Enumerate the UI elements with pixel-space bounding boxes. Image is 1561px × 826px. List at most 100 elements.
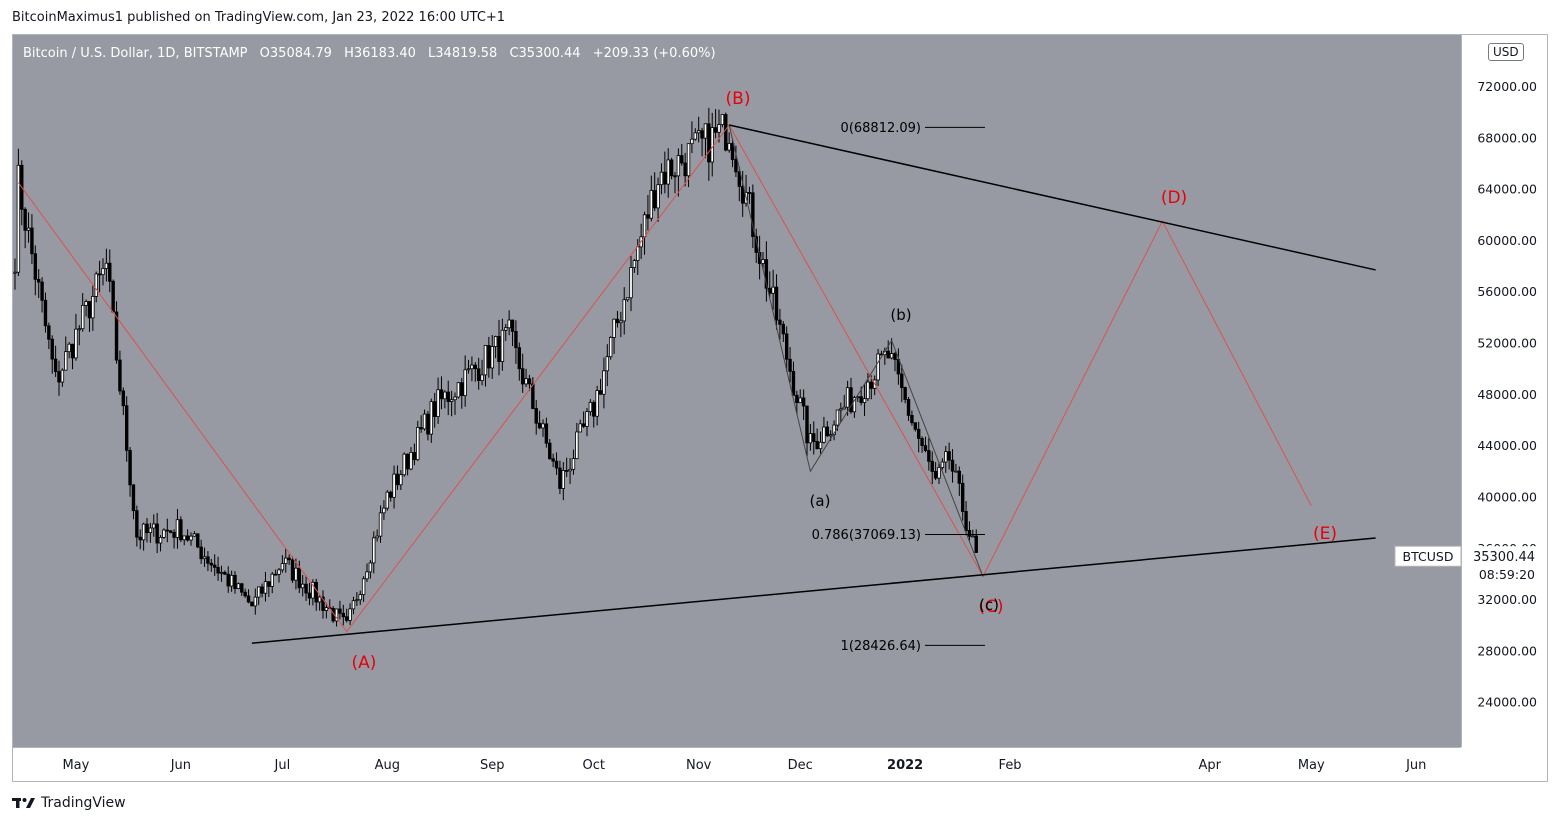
- currency-button[interactable]: USD: [1488, 43, 1524, 61]
- symbol-tag: BTCUSD: [1403, 549, 1454, 564]
- candle-body: [128, 449, 132, 486]
- candle-body: [761, 259, 765, 264]
- candle-body: [615, 318, 620, 324]
- candle-body: [429, 401, 434, 435]
- time-tick-label: 2022: [887, 758, 923, 773]
- candle-body: [581, 423, 586, 427]
- candle-body: [541, 423, 545, 429]
- candle-body: [551, 458, 555, 462]
- last-price-box: [1462, 546, 1547, 585]
- candle-body: [70, 343, 75, 359]
- candle-body: [747, 192, 752, 194]
- lower-trendline: [251, 537, 1376, 644]
- candle-body: [652, 190, 657, 209]
- candle-body: [960, 482, 965, 512]
- candle-body: [673, 175, 677, 178]
- candle-body: [141, 523, 146, 541]
- candle-body: [510, 319, 515, 332]
- labels-layer: 0(68812.09) 0.786(37069.13) 1(28426.64) (A)…: [352, 89, 1337, 673]
- candle-body: [757, 252, 762, 264]
- candle-body: [402, 453, 406, 476]
- candle-body: [487, 345, 491, 369]
- candle-body: [297, 567, 302, 589]
- candle-body: [168, 530, 173, 533]
- candle-body: [189, 535, 193, 541]
- candle-body: [632, 260, 637, 268]
- candle-body: [135, 510, 139, 538]
- candle-body: [608, 337, 613, 358]
- time-axis[interactable]: [13, 747, 1461, 781]
- price-tick-label: 24000.00: [1477, 695, 1537, 710]
- candle-body: [179, 519, 183, 541]
- candle-body: [121, 390, 126, 407]
- candle-body: [84, 301, 88, 306]
- time-tick-label: Jul: [274, 758, 291, 773]
- tradingview-brand[interactable]: TradingView: [12, 795, 126, 811]
- candle-body: [267, 581, 271, 587]
- candle-body: [839, 408, 843, 411]
- price-axis[interactable]: [1461, 35, 1547, 747]
- candle-body: [575, 431, 579, 459]
- time-tick-label: Feb: [999, 758, 1022, 773]
- candle-body: [923, 445, 928, 451]
- time-tick-label: Nov: [686, 758, 712, 773]
- candle-body: [849, 387, 853, 413]
- candle-body: [869, 381, 874, 389]
- candle-body: [602, 370, 606, 395]
- candle-body: [91, 295, 95, 319]
- symbol-legend: Bitcoin / U.S. Dollar, 1D, BITSTAMP O350…: [23, 46, 716, 61]
- candle-body: [845, 387, 850, 408]
- candle-body: [659, 171, 664, 186]
- candle-body: [432, 401, 437, 417]
- candle-body: [246, 595, 251, 603]
- candle-body: [971, 535, 975, 538]
- candle-body: [375, 535, 379, 539]
- candle-body: [493, 336, 498, 347]
- candle-body: [788, 358, 792, 372]
- candle-body: [253, 596, 258, 607]
- candle-body: [561, 470, 566, 489]
- candle-body: [77, 328, 82, 331]
- legend-open-value: 35084.79: [269, 46, 332, 61]
- candle-body: [307, 592, 312, 599]
- candle-body: [954, 470, 958, 473]
- candle-body: [182, 535, 186, 541]
- candle-body: [399, 474, 403, 486]
- candle-body: [334, 608, 339, 622]
- candle-body: [964, 511, 968, 531]
- candle-body: [223, 571, 227, 575]
- candle-body: [598, 390, 603, 395]
- red-wave-path: [17, 124, 1312, 633]
- price-tick-label: 32000.00: [1477, 592, 1537, 607]
- plot-area[interactable]: [13, 35, 1461, 747]
- candle-body: [524, 378, 528, 385]
- candle-body: [43, 299, 48, 327]
- candle-body: [456, 382, 461, 398]
- candle-body: [158, 537, 163, 544]
- candle-body: [348, 608, 352, 621]
- candle-body: [784, 333, 789, 360]
- candle-body: [795, 394, 799, 404]
- candle-body: [395, 473, 400, 486]
- candle-body: [886, 350, 890, 359]
- candle-body: [67, 343, 71, 353]
- candle-body: [480, 374, 484, 381]
- candle-body: [196, 533, 200, 548]
- candle-body: [683, 162, 687, 177]
- candle-body: [778, 319, 782, 325]
- candle-body: [568, 468, 572, 472]
- candle-body: [889, 353, 894, 359]
- candle-body: [913, 422, 918, 430]
- candle-body: [277, 569, 281, 575]
- candle-body: [341, 612, 346, 618]
- candle-body: [876, 353, 880, 381]
- price-tick-label: 72000.00: [1477, 79, 1537, 94]
- candle-body: [50, 338, 54, 360]
- candle-body: [64, 351, 68, 371]
- candle-body: [866, 381, 870, 400]
- candle-body: [202, 556, 207, 560]
- wave-label: (D): [1161, 188, 1187, 208]
- price-tick-label: 68000.00: [1477, 130, 1537, 145]
- candle-body: [145, 523, 149, 534]
- candle-body: [815, 441, 819, 450]
